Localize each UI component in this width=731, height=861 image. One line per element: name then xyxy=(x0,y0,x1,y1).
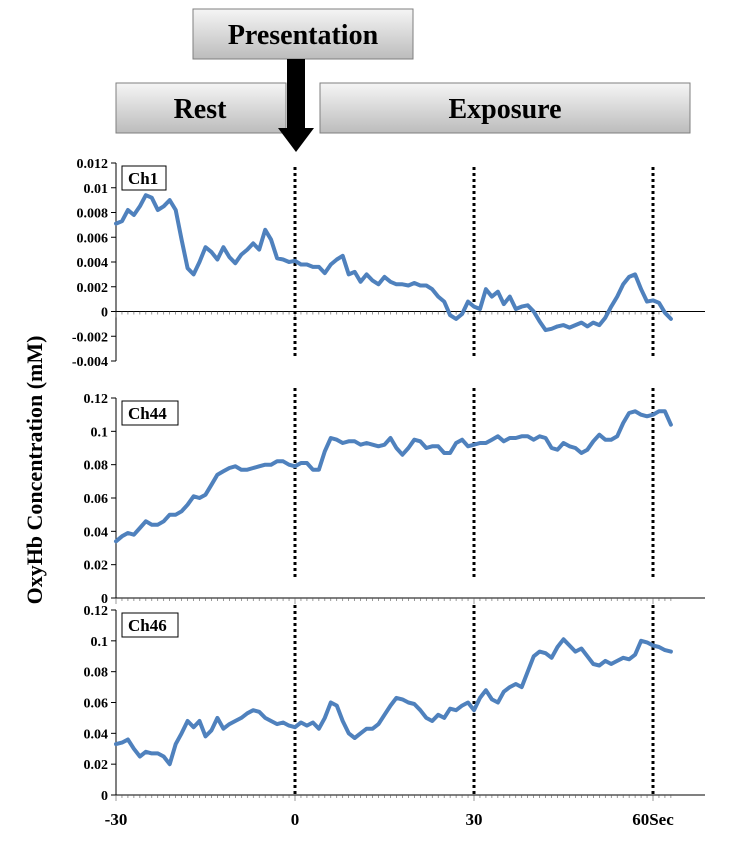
y-tick-label: 0.008 xyxy=(77,207,109,222)
y-tick-label: 0.06 xyxy=(84,492,109,507)
y-tick-label: 0.006 xyxy=(77,231,109,246)
channel-label-box xyxy=(121,400,179,426)
y-tick-label: 0.04 xyxy=(84,525,109,540)
exposure-box: Exposure xyxy=(319,82,691,134)
y-tick-label: 0.012 xyxy=(77,157,109,172)
y-tick-label: 0 xyxy=(101,592,108,607)
series-line-ch44 xyxy=(114,409,673,544)
y-tick-label: 0.01 xyxy=(84,182,109,197)
chart-panels: -0.004 -0.002 0 0.002 0.004 0.006 0.008 0.01 0.0… xyxy=(72,157,705,804)
presentation-box: Presentation xyxy=(192,8,414,60)
panel-ch46: 0 0.02 0.04 0.06 0.08 0.1 0.12 Ch46 xyxy=(84,604,705,804)
channel-label: Ch44 xyxy=(128,404,167,423)
x-tick-label: 30 xyxy=(466,810,483,829)
exposure-label: Exposure xyxy=(448,94,561,125)
panel-ch1: -0.004 -0.002 0 0.002 0.004 0.006 0.008 0.01 0.0… xyxy=(72,157,705,370)
channel-label: Ch1 xyxy=(128,169,158,188)
y-tick-label: -0.004 xyxy=(72,355,108,370)
y-tick-label: 0.04 xyxy=(84,727,109,742)
y-tick-label: 0.002 xyxy=(77,281,109,296)
series-line-ch46 xyxy=(114,637,673,767)
y-tick-label: 0.02 xyxy=(84,758,109,773)
rest-label: Rest xyxy=(174,94,228,125)
channel-label-box xyxy=(121,165,167,191)
presentation-label: Presentation xyxy=(228,20,379,51)
series-line-ch1 xyxy=(114,193,673,333)
panel-ch44: 0 0.02 0.04 0.06 0.08 0.1 0.12 Ch44 xyxy=(84,388,705,607)
y-tick-label: 0 xyxy=(101,789,108,804)
channel-label: Ch46 xyxy=(128,616,167,635)
y-tick-label: -0.002 xyxy=(72,330,108,345)
y-tick-label: 0.1 xyxy=(91,635,109,650)
channel-label-box xyxy=(121,612,179,638)
x-tick-labels: -30 0 30 60Sec xyxy=(105,810,675,829)
y-tick-label: 0.12 xyxy=(84,392,109,407)
presentation-arrow-icon xyxy=(278,59,314,152)
y-axis-title: OxyHb Concentration (mM) xyxy=(22,336,47,605)
y-tick-label: 0.004 xyxy=(77,256,109,271)
y-tick-label: 0 xyxy=(101,306,108,321)
y-tick-label: 0.12 xyxy=(84,604,109,619)
y-tick-label: 0.1 xyxy=(91,425,109,440)
x-tick-label: 60Sec xyxy=(632,810,674,829)
y-tick-label: 0.06 xyxy=(84,697,109,712)
rest-box: Rest xyxy=(115,82,287,134)
y-tick-label: 0.08 xyxy=(84,459,109,474)
x-tick-label: -30 xyxy=(105,810,128,829)
y-tick-label: 0.02 xyxy=(84,559,109,574)
y-tick-label: 0.08 xyxy=(84,666,109,681)
x-tick-label: 0 xyxy=(291,810,300,829)
